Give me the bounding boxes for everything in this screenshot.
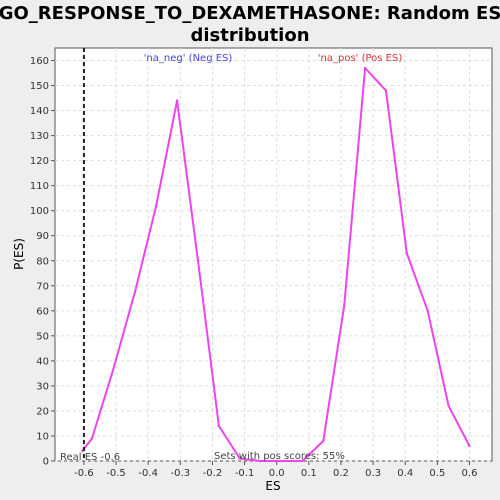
x-tick-label: 0.2 — [333, 468, 349, 479]
pos-es-label: 'na_pos' (Pos ES) — [318, 53, 403, 64]
y-tick-label: 100 — [30, 206, 49, 217]
data-point — [259, 459, 262, 463]
data-point — [363, 66, 367, 70]
y-tick-label: 50 — [36, 331, 49, 342]
sets-pos-label: Sets with pos scores: 55% — [214, 451, 345, 462]
y-tick-label: 80 — [36, 256, 49, 267]
x-tick-label: 0.0 — [269, 468, 285, 479]
x-axis-label: ES — [265, 479, 280, 493]
chart-title-line1: GO_RESPONSE_TO_DEXAMETHASONE: Random ES — [0, 3, 500, 24]
x-tick-label: -0.4 — [138, 468, 158, 479]
data-point — [217, 424, 221, 428]
y-tick-label: 150 — [30, 81, 49, 92]
x-tick-label: -0.1 — [235, 468, 255, 479]
data-point — [111, 369, 115, 373]
y-tick-label: 20 — [36, 406, 49, 417]
y-tick-label: 90 — [36, 231, 49, 242]
y-tick-label: 110 — [30, 181, 49, 192]
chart-title-line2: distribution — [190, 25, 309, 46]
data-point — [468, 444, 471, 448]
series-layer — [81, 48, 471, 463]
neg-es-label: 'na_neg' (Neg ES) — [144, 53, 233, 64]
data-point — [280, 459, 283, 463]
data-point — [134, 289, 137, 292]
x-tick-label: 0.6 — [462, 468, 478, 479]
x-tick-label: -0.5 — [106, 468, 126, 479]
x-tick-label: 0.1 — [301, 468, 317, 479]
y-tick-label: 120 — [30, 156, 49, 167]
y-tick-label: 10 — [36, 431, 49, 442]
real-es-label: Real ES -0.6 — [60, 452, 120, 463]
data-point — [342, 304, 346, 308]
x-tick-label: 0.4 — [397, 468, 413, 479]
x-tick-label: 0.3 — [365, 468, 381, 479]
data-point — [175, 99, 179, 102]
y-tick-label: 30 — [36, 381, 49, 392]
data-point — [155, 204, 158, 207]
y-axis-label: P(ES) — [12, 238, 26, 270]
x-tick-label: -0.2 — [203, 468, 223, 479]
series-line — [81, 67, 471, 462]
x-tick-label: -0.6 — [74, 468, 94, 479]
y-tick-label: 40 — [36, 356, 49, 367]
y-tick-label: 130 — [30, 131, 49, 142]
data-point — [90, 437, 94, 440]
x-tick-label: 0.5 — [429, 468, 445, 479]
x-axis-ticks: -0.6 -0.5 -0.4 -0.3 -0.2 -0.1 0.0 0.1 0.2 0.3 0.4 0… — [74, 461, 477, 479]
y-axis-ticks: 0 10 20 30 40 50 60 70 80 90 100 110 120 130 140 150 160 — [30, 56, 55, 468]
y-tick-label: 160 — [30, 56, 49, 67]
data-point — [238, 457, 241, 460]
y-tick-label: 70 — [36, 281, 49, 292]
data-point — [81, 449, 84, 453]
data-point — [384, 89, 388, 92]
data-point — [426, 309, 429, 313]
data-point — [196, 259, 200, 262]
x-tick-label: -0.3 — [171, 468, 191, 479]
y-tick-label: 0 — [43, 457, 49, 468]
y-tick-label: 140 — [30, 106, 49, 117]
data-point — [301, 459, 304, 463]
data-point — [405, 252, 409, 255]
data-point — [322, 439, 325, 443]
plot-area — [54, 47, 493, 462]
y-tick-label: 60 — [36, 306, 49, 317]
grid — [55, 48, 492, 462]
data-point — [447, 404, 450, 408]
